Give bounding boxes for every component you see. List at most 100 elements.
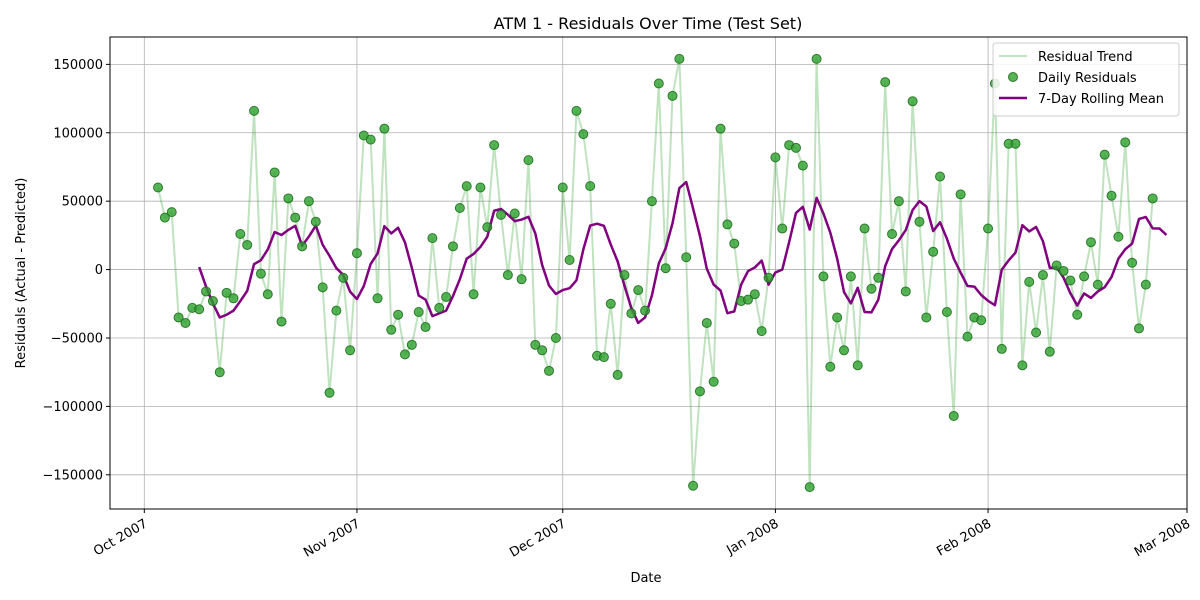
daily-residual-point: [694, 386, 705, 397]
daily-residual-point: [276, 316, 287, 327]
daily-residual-point: [770, 152, 781, 163]
daily-residual-point: [379, 123, 390, 134]
daily-residual-point: [777, 223, 788, 234]
daily-residual-point: [441, 291, 452, 302]
daily-residual-point: [338, 272, 349, 283]
daily-residual-point: [351, 248, 362, 259]
daily-residual-point: [214, 367, 225, 378]
daily-residual-point: [461, 181, 472, 192]
daily-residual-point: [1065, 275, 1076, 286]
daily-residual-point: [262, 289, 273, 300]
daily-residual-point: [221, 287, 232, 298]
y-axis-ticks: −150000 −100000 −50000 0 50000 100000 150000: [42, 58, 110, 483]
y-tick-label: −100000: [42, 400, 103, 415]
daily-residual-point: [1147, 193, 1158, 204]
y-tick-label: −50000: [51, 331, 103, 346]
daily-residual-point: [530, 339, 541, 350]
rolling-mean-line: [198, 180, 1168, 325]
daily-residual-point: [667, 90, 678, 101]
daily-residual-point: [153, 182, 164, 193]
daily-residual-point: [345, 345, 356, 356]
legend-scatter-label: Daily Residuals: [1038, 71, 1137, 86]
daily-residual-point: [1051, 260, 1062, 271]
daily-residual-point: [1092, 279, 1103, 290]
daily-residual-point: [873, 272, 884, 283]
daily-residual-point: [914, 216, 925, 227]
chart-title: ATM 1 - Residuals Over Time (Test Set): [494, 14, 803, 33]
y-axis-label: Residuals (Actual - Predicted): [14, 178, 29, 369]
daily-residual-point: [509, 208, 520, 219]
daily-residual-point: [434, 302, 445, 313]
daily-residual-point: [626, 308, 637, 319]
daily-residual-point: [1085, 237, 1096, 248]
daily-residual-point: [845, 271, 856, 282]
daily-residual-point: [818, 271, 829, 282]
daily-residual-point: [544, 365, 555, 376]
daily-residual-point: [1031, 327, 1042, 338]
y-tick-label: −150000: [42, 468, 103, 483]
daily-residual-point: [722, 219, 733, 230]
daily-residual-point: [324, 387, 335, 398]
daily-residual-point: [310, 216, 321, 227]
daily-residual-point: [619, 270, 630, 281]
daily-residual-point: [557, 182, 568, 193]
plot-frame: [109, 36, 1188, 510]
daily-residual-point: [1037, 270, 1048, 281]
daily-residual-point: [1024, 276, 1035, 287]
daily-residual-point: [681, 252, 692, 263]
daily-residual-point: [825, 361, 836, 372]
daily-residual-point: [729, 238, 740, 249]
daily-residual-point: [1058, 265, 1069, 276]
daily-residual-point: [297, 241, 308, 252]
daily-residual-point: [1010, 138, 1021, 149]
daily-residual-point: [489, 140, 500, 151]
daily-residual-point: [660, 263, 671, 274]
daily-residual-point: [893, 196, 904, 207]
daily-residual-point: [797, 160, 808, 171]
daily-residual-point: [598, 352, 609, 363]
residual-trend-series: [157, 57, 1154, 489]
daily-residual-point: [537, 345, 548, 356]
daily-residual-point: [941, 306, 952, 317]
daily-residual-point: [1106, 190, 1117, 201]
daily-residual-point: [502, 270, 513, 281]
daily-residual-point: [928, 246, 939, 257]
daily-residual-point: [866, 283, 877, 294]
daily-residual-point: [516, 274, 527, 285]
daily-residual-point: [1127, 257, 1138, 268]
daily-residual-point: [173, 312, 184, 323]
daily-residual-point: [406, 339, 417, 350]
daily-residual-point: [166, 207, 177, 218]
daily-residual-point: [1017, 360, 1028, 371]
daily-residual-point: [811, 53, 822, 64]
daily-residual-point: [1140, 279, 1151, 290]
daily-residual-point: [612, 369, 623, 380]
daily-residual-point: [207, 296, 218, 307]
daily-residual-point: [763, 272, 774, 283]
daily-residual-point: [907, 96, 918, 107]
y-tick-label: 50000: [62, 195, 103, 210]
daily-residual-point: [715, 123, 726, 134]
daily-residual-point: [550, 332, 561, 343]
daily-residual-point: [962, 331, 973, 342]
legend: Residual Trend Daily Residuals 7-Day Rol…: [992, 42, 1180, 117]
y-tick-label: 100000: [53, 126, 103, 141]
daily-residual-point: [468, 289, 479, 300]
daily-residual-point: [386, 324, 397, 335]
legend-rolling-label: 7-Day Rolling Mean: [1038, 92, 1164, 107]
daily-residual-point: [887, 229, 898, 240]
daily-residual-point: [646, 196, 657, 207]
daily-residual-point: [756, 326, 767, 337]
daily-residual-point: [708, 376, 719, 387]
daily-residual-point: [948, 410, 959, 421]
daily-residual-point: [880, 77, 891, 88]
daily-residual-point: [832, 312, 843, 323]
y-tick-label: 0: [95, 263, 103, 278]
daily-residual-point: [482, 222, 493, 233]
daily-residual-point: [839, 345, 850, 356]
daily-residual-point: [1133, 323, 1144, 334]
daily-residual-point: [852, 360, 863, 371]
daily-residual-point: [372, 293, 383, 304]
daily-residual-point: [180, 317, 191, 328]
daily-residual-point: [983, 223, 994, 234]
